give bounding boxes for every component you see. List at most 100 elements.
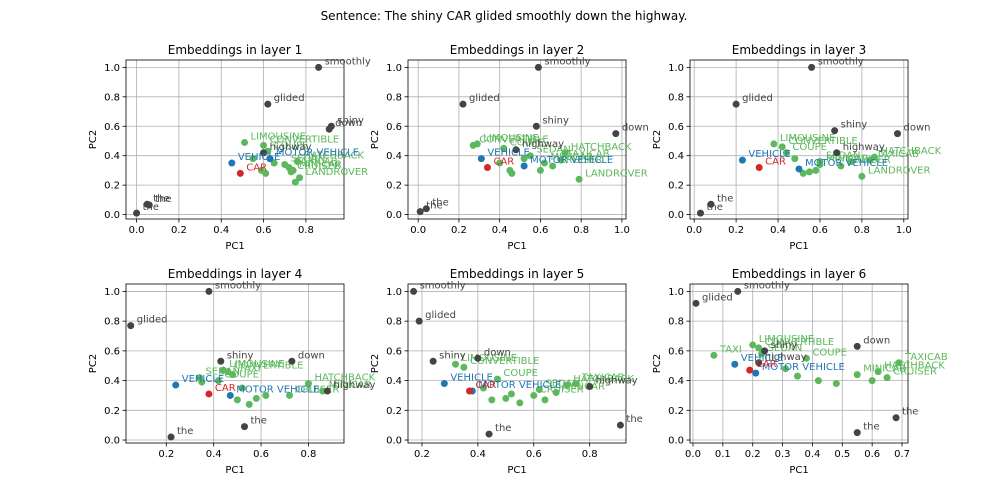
- neighbor-point: [832, 380, 840, 388]
- x-tick-label: 0.3: [775, 449, 791, 460]
- y-axis-label: PC2: [88, 130, 99, 149]
- neighbor-point: [304, 380, 312, 388]
- neighbor-point: [493, 375, 501, 383]
- x-tick-label: 0.2: [171, 225, 187, 236]
- word-point: [612, 130, 620, 138]
- neighbor-point: [799, 169, 807, 177]
- word-point: [831, 127, 839, 135]
- x-tick-label: 0.6: [532, 225, 548, 236]
- word-label: highway: [596, 376, 638, 387]
- word-label: glided: [469, 93, 500, 104]
- neighbor-label: SEDAN: [536, 145, 571, 156]
- x-tick-label: 0.6: [864, 449, 880, 460]
- x-tick-label: 0.4: [770, 225, 786, 236]
- word-point: [315, 63, 323, 71]
- word-label: shiny: [841, 120, 868, 131]
- chart-panel-6: 0.0 0.1 0.2 0.3 0.4 0.5 0.6 0.7 0.0 0.2 0.4 0.6 0.8 1…: [652, 267, 948, 476]
- word-label: glided: [425, 310, 456, 321]
- neighbor-point: [782, 365, 790, 373]
- y-tick-label: 0.2: [668, 181, 684, 192]
- target-label: CAR: [493, 156, 514, 167]
- x-tick-label: 0.4: [213, 225, 229, 236]
- chart-panel-5: 0.2 0.4 0.6 0.8 0.0 0.2 0.4 0.6 0.8 1.0 Embeddings…: [370, 267, 643, 476]
- x-tick-label: 0.8: [582, 449, 598, 460]
- neighbor-point: [755, 344, 763, 352]
- neighbor-label: HATCHBACK: [314, 373, 375, 384]
- neighbor-point: [549, 162, 557, 170]
- neighbor-point: [496, 159, 504, 167]
- word-label: the: [495, 423, 511, 434]
- neighbor-point: [229, 371, 237, 379]
- x-tick-label: 0.7: [894, 449, 910, 460]
- neighbor-label: MINICAR: [299, 159, 342, 170]
- word-label: shiny: [439, 350, 466, 361]
- word-point: [459, 100, 467, 108]
- neighbor-point: [535, 386, 543, 394]
- neighbor-point: [452, 360, 460, 368]
- neighbor-point: [508, 169, 516, 177]
- word-point: [145, 201, 153, 209]
- word-label: down: [622, 123, 649, 134]
- neighbor-point: [575, 175, 583, 183]
- neighbor-point: [874, 368, 882, 376]
- word-label: highway: [522, 139, 564, 150]
- word-label: smoothly: [744, 280, 790, 291]
- y-tick-label: 1.0: [668, 63, 684, 74]
- word-point: [616, 421, 624, 429]
- y-tick-label: 0.0: [386, 436, 402, 447]
- word-label: the: [155, 194, 171, 205]
- word-point: [755, 359, 763, 367]
- neighbor-point: [238, 384, 246, 392]
- neighbor-label: LANDROVER: [585, 168, 648, 179]
- neighbor-point: [895, 359, 903, 367]
- neighbor-label: TAXI: [719, 344, 742, 355]
- y-tick-label: 0.6: [104, 346, 120, 357]
- neighbor-point: [460, 363, 468, 371]
- vehicle-label: MOTOR VEHICLE: [478, 380, 561, 391]
- word-point: [894, 130, 902, 138]
- neighbor-point: [749, 341, 757, 349]
- word-label: highway: [843, 142, 885, 153]
- word-label: smoothly: [544, 56, 590, 67]
- neighbor-label: COUPE: [503, 368, 538, 379]
- chart-panel-2: 0.0 0.2 0.4 0.6 0.8 1.0 0.0 0.2 0.4 0.6 0.8 1.0 Embe…: [370, 43, 649, 252]
- word-label: smoothly: [215, 280, 261, 291]
- y-tick-label: 0.4: [386, 151, 402, 162]
- neighbor-point: [812, 166, 820, 174]
- neighbor-label: COUPE: [510, 137, 545, 148]
- vehicle-point: [731, 360, 739, 368]
- word-point: [133, 209, 141, 217]
- neighbor-point: [241, 138, 249, 146]
- word-label: shiny: [542, 115, 569, 126]
- y-tick-label: 0.0: [668, 210, 684, 221]
- vehicle-point: [440, 380, 448, 388]
- y-tick-label: 0.8: [104, 317, 120, 328]
- panel-title: Embeddings in layer 2: [450, 43, 584, 57]
- y-tick-label: 0.4: [668, 151, 684, 162]
- x-tick-label: 0.4: [492, 225, 508, 236]
- y-tick-label: 0.2: [386, 406, 402, 417]
- x-axis-label: PC1: [789, 465, 808, 476]
- neighbor-label: COUPE: [224, 370, 259, 381]
- neighbor-label: CRUISER: [297, 161, 341, 172]
- neighbor-label: HATCHBACK: [880, 146, 941, 157]
- neighbor-point: [541, 396, 549, 404]
- word-label: the: [717, 193, 733, 204]
- x-tick-label: 0.1: [715, 449, 731, 460]
- vehicle-point: [752, 369, 760, 377]
- vehicle-label: MOTOR VEHICLE: [276, 148, 359, 159]
- neighbor-point: [252, 394, 260, 402]
- word-point: [853, 342, 861, 350]
- neighbor-point: [794, 372, 802, 380]
- vehicle-point: [477, 155, 485, 163]
- neighbor-point: [782, 149, 790, 157]
- word-point: [217, 357, 225, 365]
- target-point: [236, 169, 244, 177]
- vehicle-point: [172, 381, 180, 389]
- word-point: [532, 122, 540, 130]
- figure-suptitle: Sentence: The shiny CAR glided smoothly …: [320, 9, 688, 23]
- neighbor-label: SEDAN: [291, 154, 326, 165]
- neighbor-point: [770, 140, 778, 148]
- target-point: [746, 366, 754, 374]
- word-label: shiny: [337, 115, 364, 126]
